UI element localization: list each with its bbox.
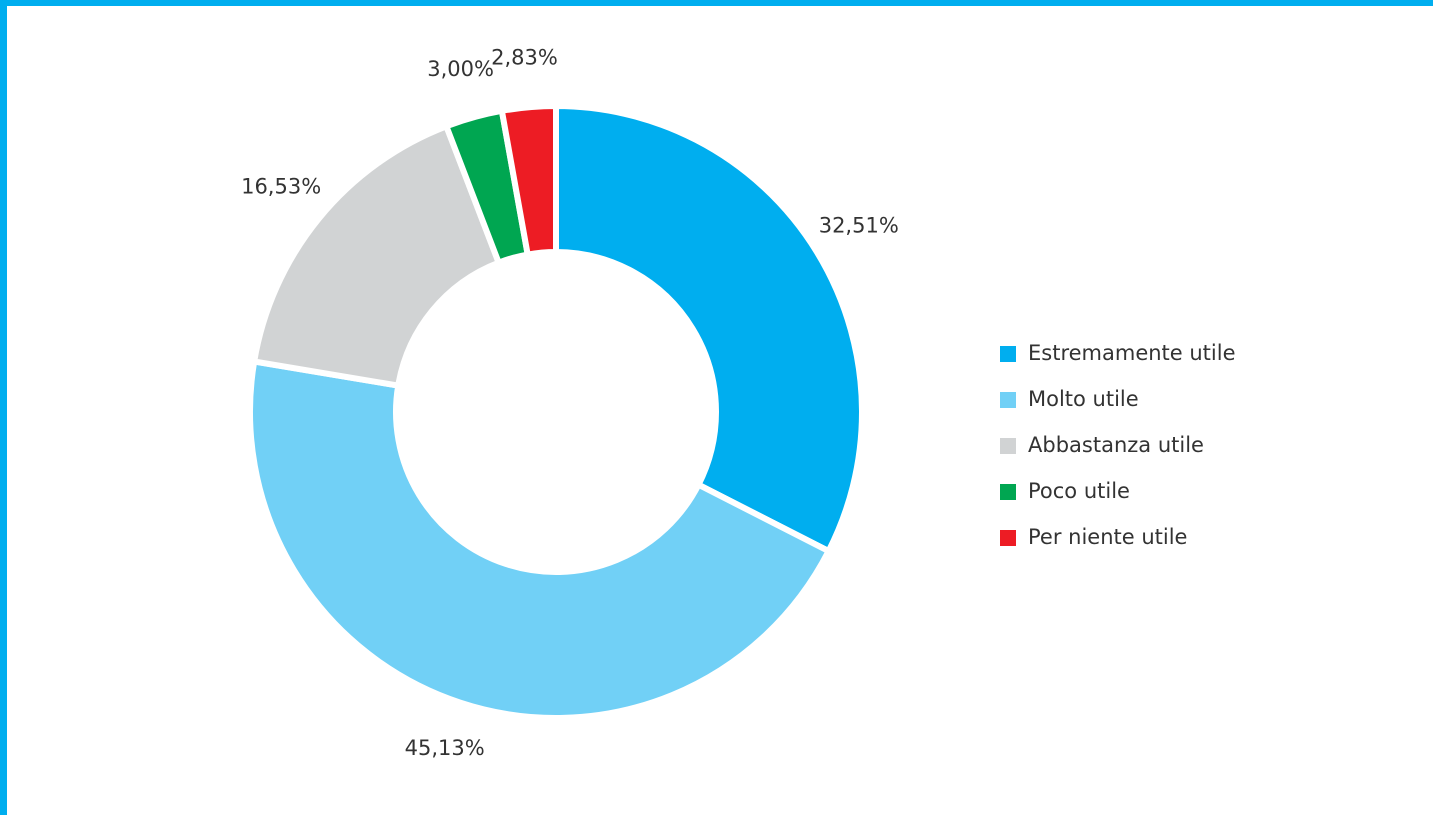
frame-top <box>0 0 1433 6</box>
legend-swatch <box>1000 392 1016 408</box>
legend-swatch <box>1000 438 1016 454</box>
data-label: 16,53% <box>241 174 321 198</box>
donut-slice <box>553 102 865 556</box>
data-label: 45,13% <box>405 736 485 760</box>
legend-swatch <box>1000 484 1016 500</box>
data-label: 3,00% <box>427 57 494 81</box>
legend-label: Per niente utile <box>1028 525 1187 549</box>
donut-slice <box>498 102 559 259</box>
legend-label: Poco utile <box>1028 479 1130 503</box>
donut-slice <box>247 358 833 721</box>
data-label: 2,83% <box>491 45 558 69</box>
legend-label: Estremamente utile <box>1028 341 1236 365</box>
legend-swatch <box>1000 530 1016 546</box>
legend-label: Abbastanza utile <box>1028 433 1204 457</box>
legend-label: Molto utile <box>1028 387 1139 411</box>
donut-slice <box>250 122 503 390</box>
frame-left <box>0 0 7 815</box>
data-label: 32,51% <box>819 214 899 238</box>
legend-swatch <box>1000 346 1016 362</box>
